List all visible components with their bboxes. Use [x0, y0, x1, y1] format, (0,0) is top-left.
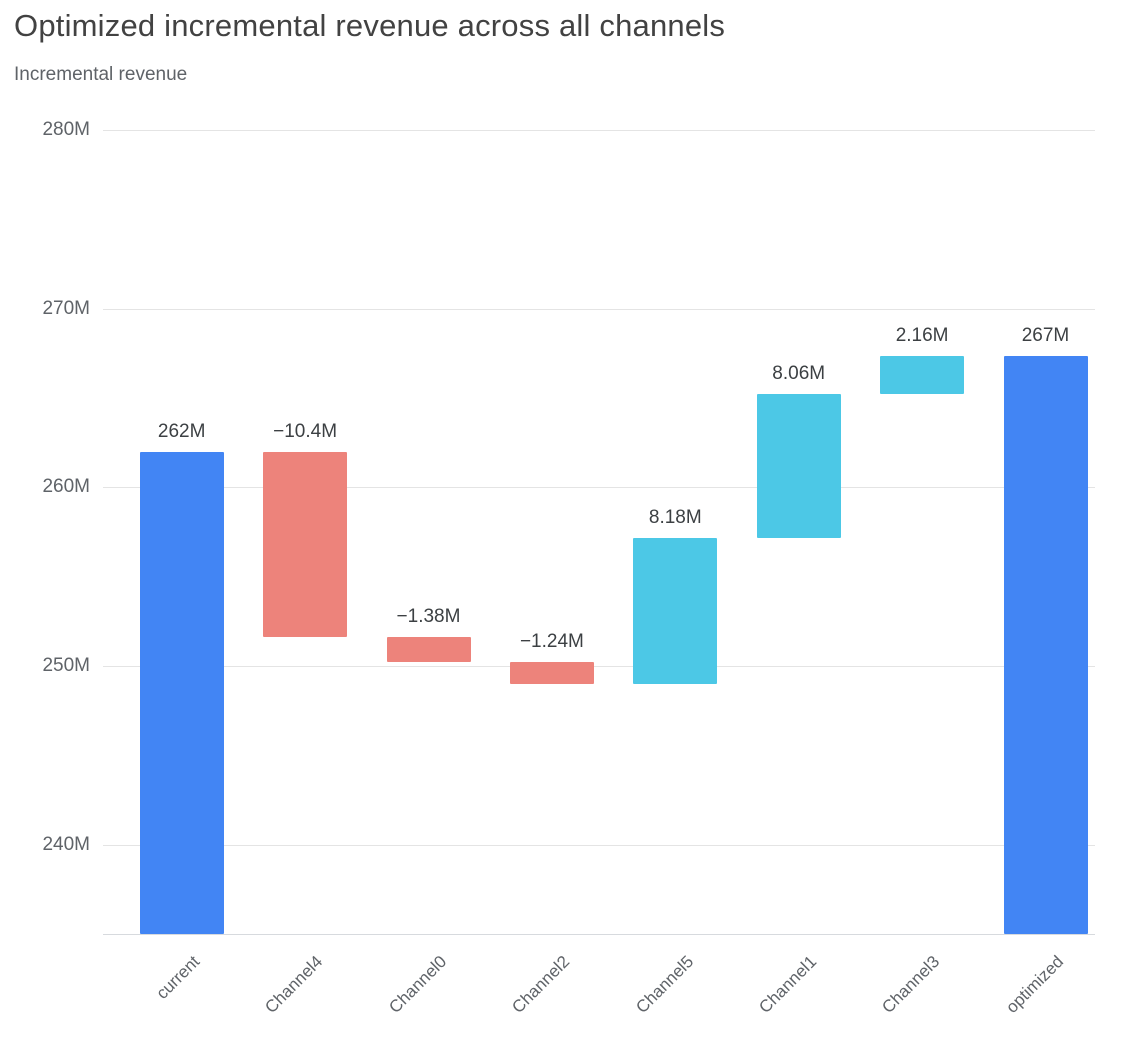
- bar-Channel5[interactable]: [633, 538, 718, 685]
- y-axis-tick-label: 270M: [42, 297, 90, 319]
- x-axis-category-label: optimized: [1002, 952, 1067, 1017]
- bar-value-label: 267M: [1021, 324, 1070, 346]
- bar-Channel4[interactable]: [263, 451, 348, 638]
- bar-Channel3[interactable]: [880, 355, 965, 395]
- bar-value-label: −10.4M: [273, 420, 338, 442]
- bar-optimized[interactable]: [1003, 355, 1088, 934]
- bar-current[interactable]: [139, 451, 224, 934]
- bar-Channel2[interactable]: [509, 662, 594, 685]
- y-axis-tick-label: 250M: [42, 655, 90, 676]
- bar-value-label: 8.18M: [648, 507, 702, 529]
- x-axis-category-label: current: [152, 952, 204, 1003]
- x-axis-category-label: Channel3: [878, 952, 944, 1017]
- bar-value-label: −1.24M: [519, 631, 584, 653]
- bar-value-label: 8.06M: [772, 363, 826, 385]
- y-axis-tick-label: 260M: [42, 476, 90, 498]
- x-axis-category-label: Channel4: [261, 952, 327, 1017]
- x-axis-category-label: Channel5: [631, 952, 697, 1017]
- bar-value-label: 262M: [157, 420, 206, 442]
- x-axis-category-label: Channel2: [508, 952, 574, 1017]
- gridline: [103, 666, 1095, 667]
- chart-title: Optimized incremental revenue across all…: [14, 8, 726, 43]
- x-axis-category-label: Channel1: [755, 952, 821, 1017]
- gridline: [103, 487, 1095, 489]
- gridline: [103, 130, 1095, 131]
- bar-Channel1[interactable]: [756, 394, 841, 539]
- chart-subtitle: Incremental revenue: [14, 64, 188, 85]
- bar-value-label: −1.38M: [396, 606, 461, 628]
- x-axis-line: [103, 934, 1095, 935]
- y-axis-tick-label: 280M: [42, 119, 90, 140]
- bar-value-label: 2.16M: [895, 324, 949, 346]
- y-axis-tick-label: 240M: [42, 833, 90, 855]
- gridline: [103, 308, 1095, 310]
- gridline: [103, 844, 1095, 846]
- x-axis-category-label: Channel0: [385, 952, 450, 1017]
- bar-Channel0[interactable]: [386, 637, 471, 663]
